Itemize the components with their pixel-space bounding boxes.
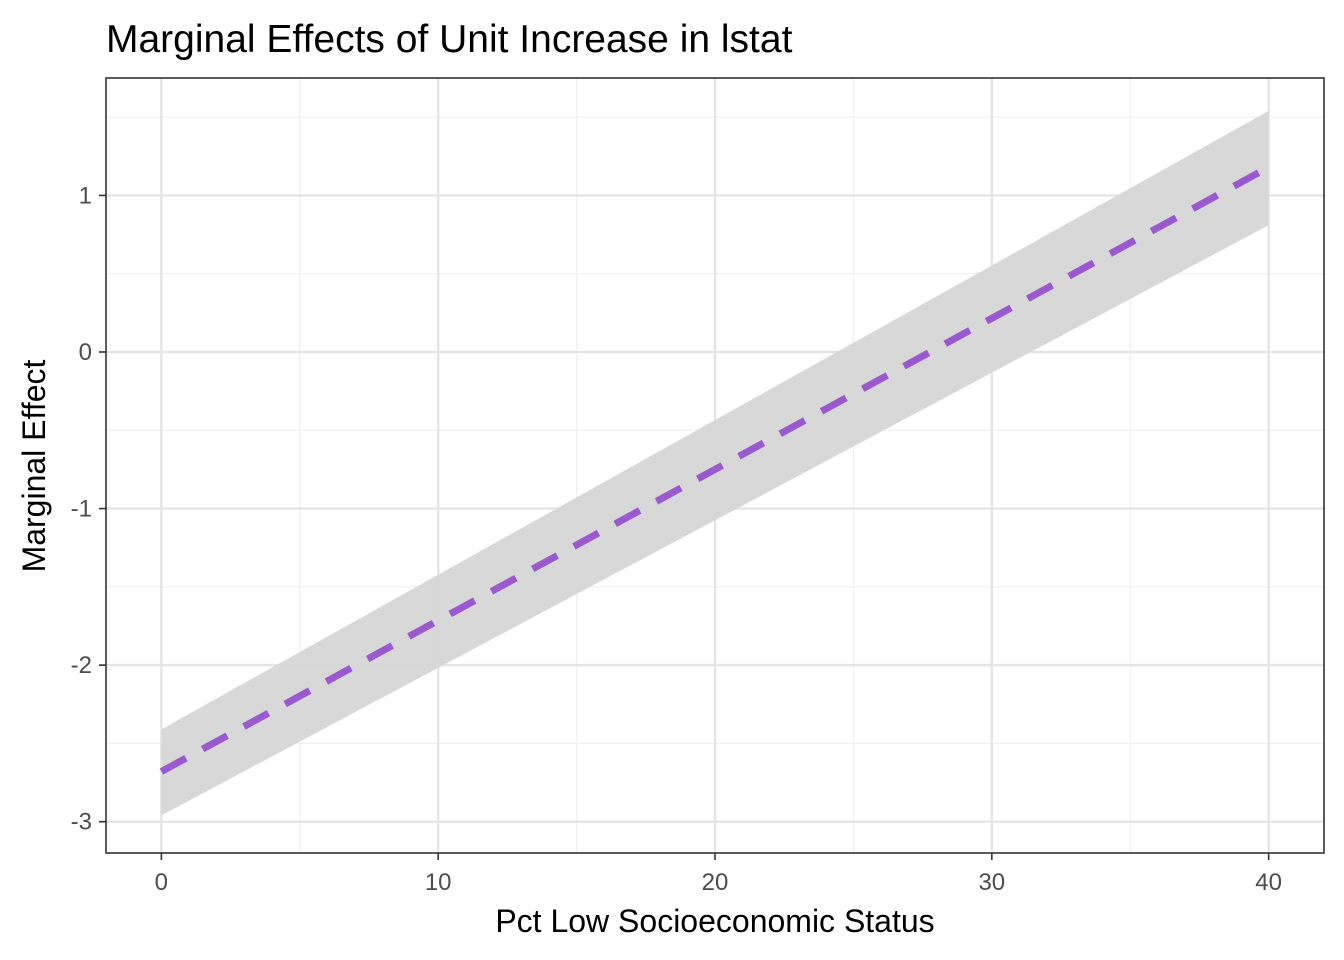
x-tick-label: 20 — [702, 869, 729, 896]
confidence-ribbon — [161, 110, 1269, 816]
y-tick-label: 1 — [79, 182, 92, 209]
y-tick-label: 0 — [79, 339, 92, 366]
x-axis-title: Pct Low Socioeconomic Status — [495, 903, 934, 939]
marginal-effect-line — [159, 164, 1271, 775]
marginal-effect-line-layer — [159, 164, 1271, 775]
y-axis-title: Marginal Effect — [16, 359, 52, 572]
x-tick-label: 30 — [978, 869, 1005, 896]
confidence-ribbon-layer — [161, 110, 1269, 816]
x-axis-ticks: 0 10 20 30 40 — [155, 853, 1282, 896]
y-tick-label: -1 — [71, 496, 92, 523]
x-tick-label: 40 — [1255, 869, 1282, 896]
chart-title: Marginal Effects of Unit Increase in lst… — [106, 18, 793, 61]
x-tick-label: 0 — [155, 869, 168, 896]
y-axis-ticks: -3 -2 -1 0 1 — [71, 182, 106, 836]
y-tick-label: -3 — [71, 809, 92, 836]
x-tick-label: 10 — [425, 869, 452, 896]
y-tick-label: -2 — [71, 652, 92, 679]
